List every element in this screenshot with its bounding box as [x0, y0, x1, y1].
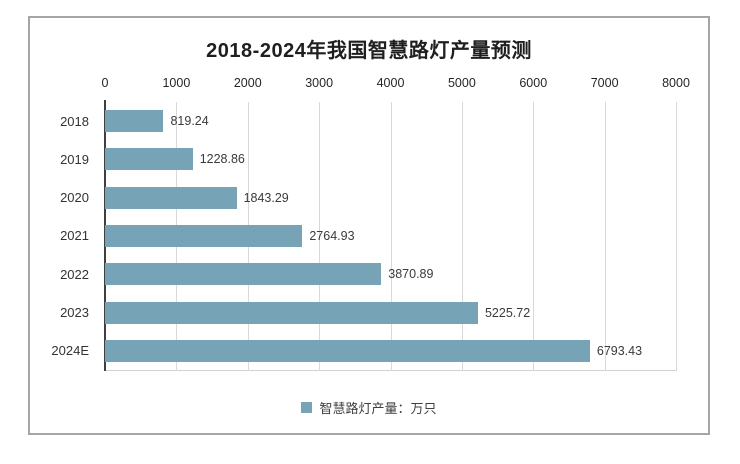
bar [105, 301, 478, 324]
value-label: 3870.89 [388, 267, 434, 282]
gridline [319, 102, 321, 371]
bar-row: 2018 819.24 [60, 102, 676, 140]
category-label: 2022 [60, 266, 89, 282]
category-label: 2021 [60, 228, 89, 244]
x-tick-label: 5000 [447, 76, 476, 90]
value-label: 1843.29 [243, 190, 289, 205]
bar [105, 110, 164, 133]
plot-area: 0 1000 2000 3000 4000 5000 6000 7000 8000 2018 819… [51, 76, 690, 371]
category-label: 2019 [60, 151, 89, 167]
gridline [604, 102, 606, 371]
bar-row: 2021 2764.93 [60, 217, 676, 255]
x-tick-label: 3000 [305, 76, 334, 90]
legend-marker-icon [301, 402, 313, 413]
legend: 智慧路灯产量：万只 [30, 398, 708, 417]
bar [105, 339, 590, 362]
x-tick-label: 8000 [662, 76, 690, 90]
x-tick-label: 1000 [162, 76, 191, 90]
gridline [533, 102, 535, 371]
chart-title: 2018-2024年我国智慧路灯产量预测 [206, 40, 532, 62]
value-label: 1228.86 [199, 152, 245, 167]
x-tick-label: 2000 [233, 76, 262, 90]
category-label: 2020 [60, 190, 89, 206]
value-label: 819.24 [170, 114, 209, 129]
bar-row: 2020 1843.29 [60, 179, 676, 217]
value-label: 6793.43 [596, 343, 643, 358]
bar-row: 2023 5225.72 [60, 293, 676, 331]
value-label: 5225.72 [484, 305, 531, 320]
x-tick-label: 0 [101, 76, 109, 90]
x-tick-label: 4000 [376, 76, 405, 90]
bar [105, 224, 303, 247]
bar-row: 2022 3870.89 [60, 255, 676, 293]
legend-label: 智慧路灯产量：万只 [319, 401, 437, 416]
chart-frame: 2018-2024年我国智慧路灯产量预测 0 1000 2000 3000 4000 50… [28, 16, 710, 435]
x-tick-label: 7000 [590, 76, 619, 90]
category-label: 2018 [60, 113, 89, 129]
value-label: 2764.93 [309, 228, 355, 243]
bar-row: 2019 1228.86 [60, 140, 676, 178]
bar [105, 148, 193, 171]
x-tick-label: 6000 [519, 76, 548, 90]
category-label: 2024E [51, 343, 89, 359]
gridline [676, 102, 677, 371]
category-label: 2023 [60, 305, 89, 321]
bar [105, 186, 237, 209]
bar [105, 263, 382, 286]
gridline [461, 102, 463, 371]
bar-row: 2024E 6793.43 [51, 332, 676, 370]
gridline [390, 102, 392, 371]
